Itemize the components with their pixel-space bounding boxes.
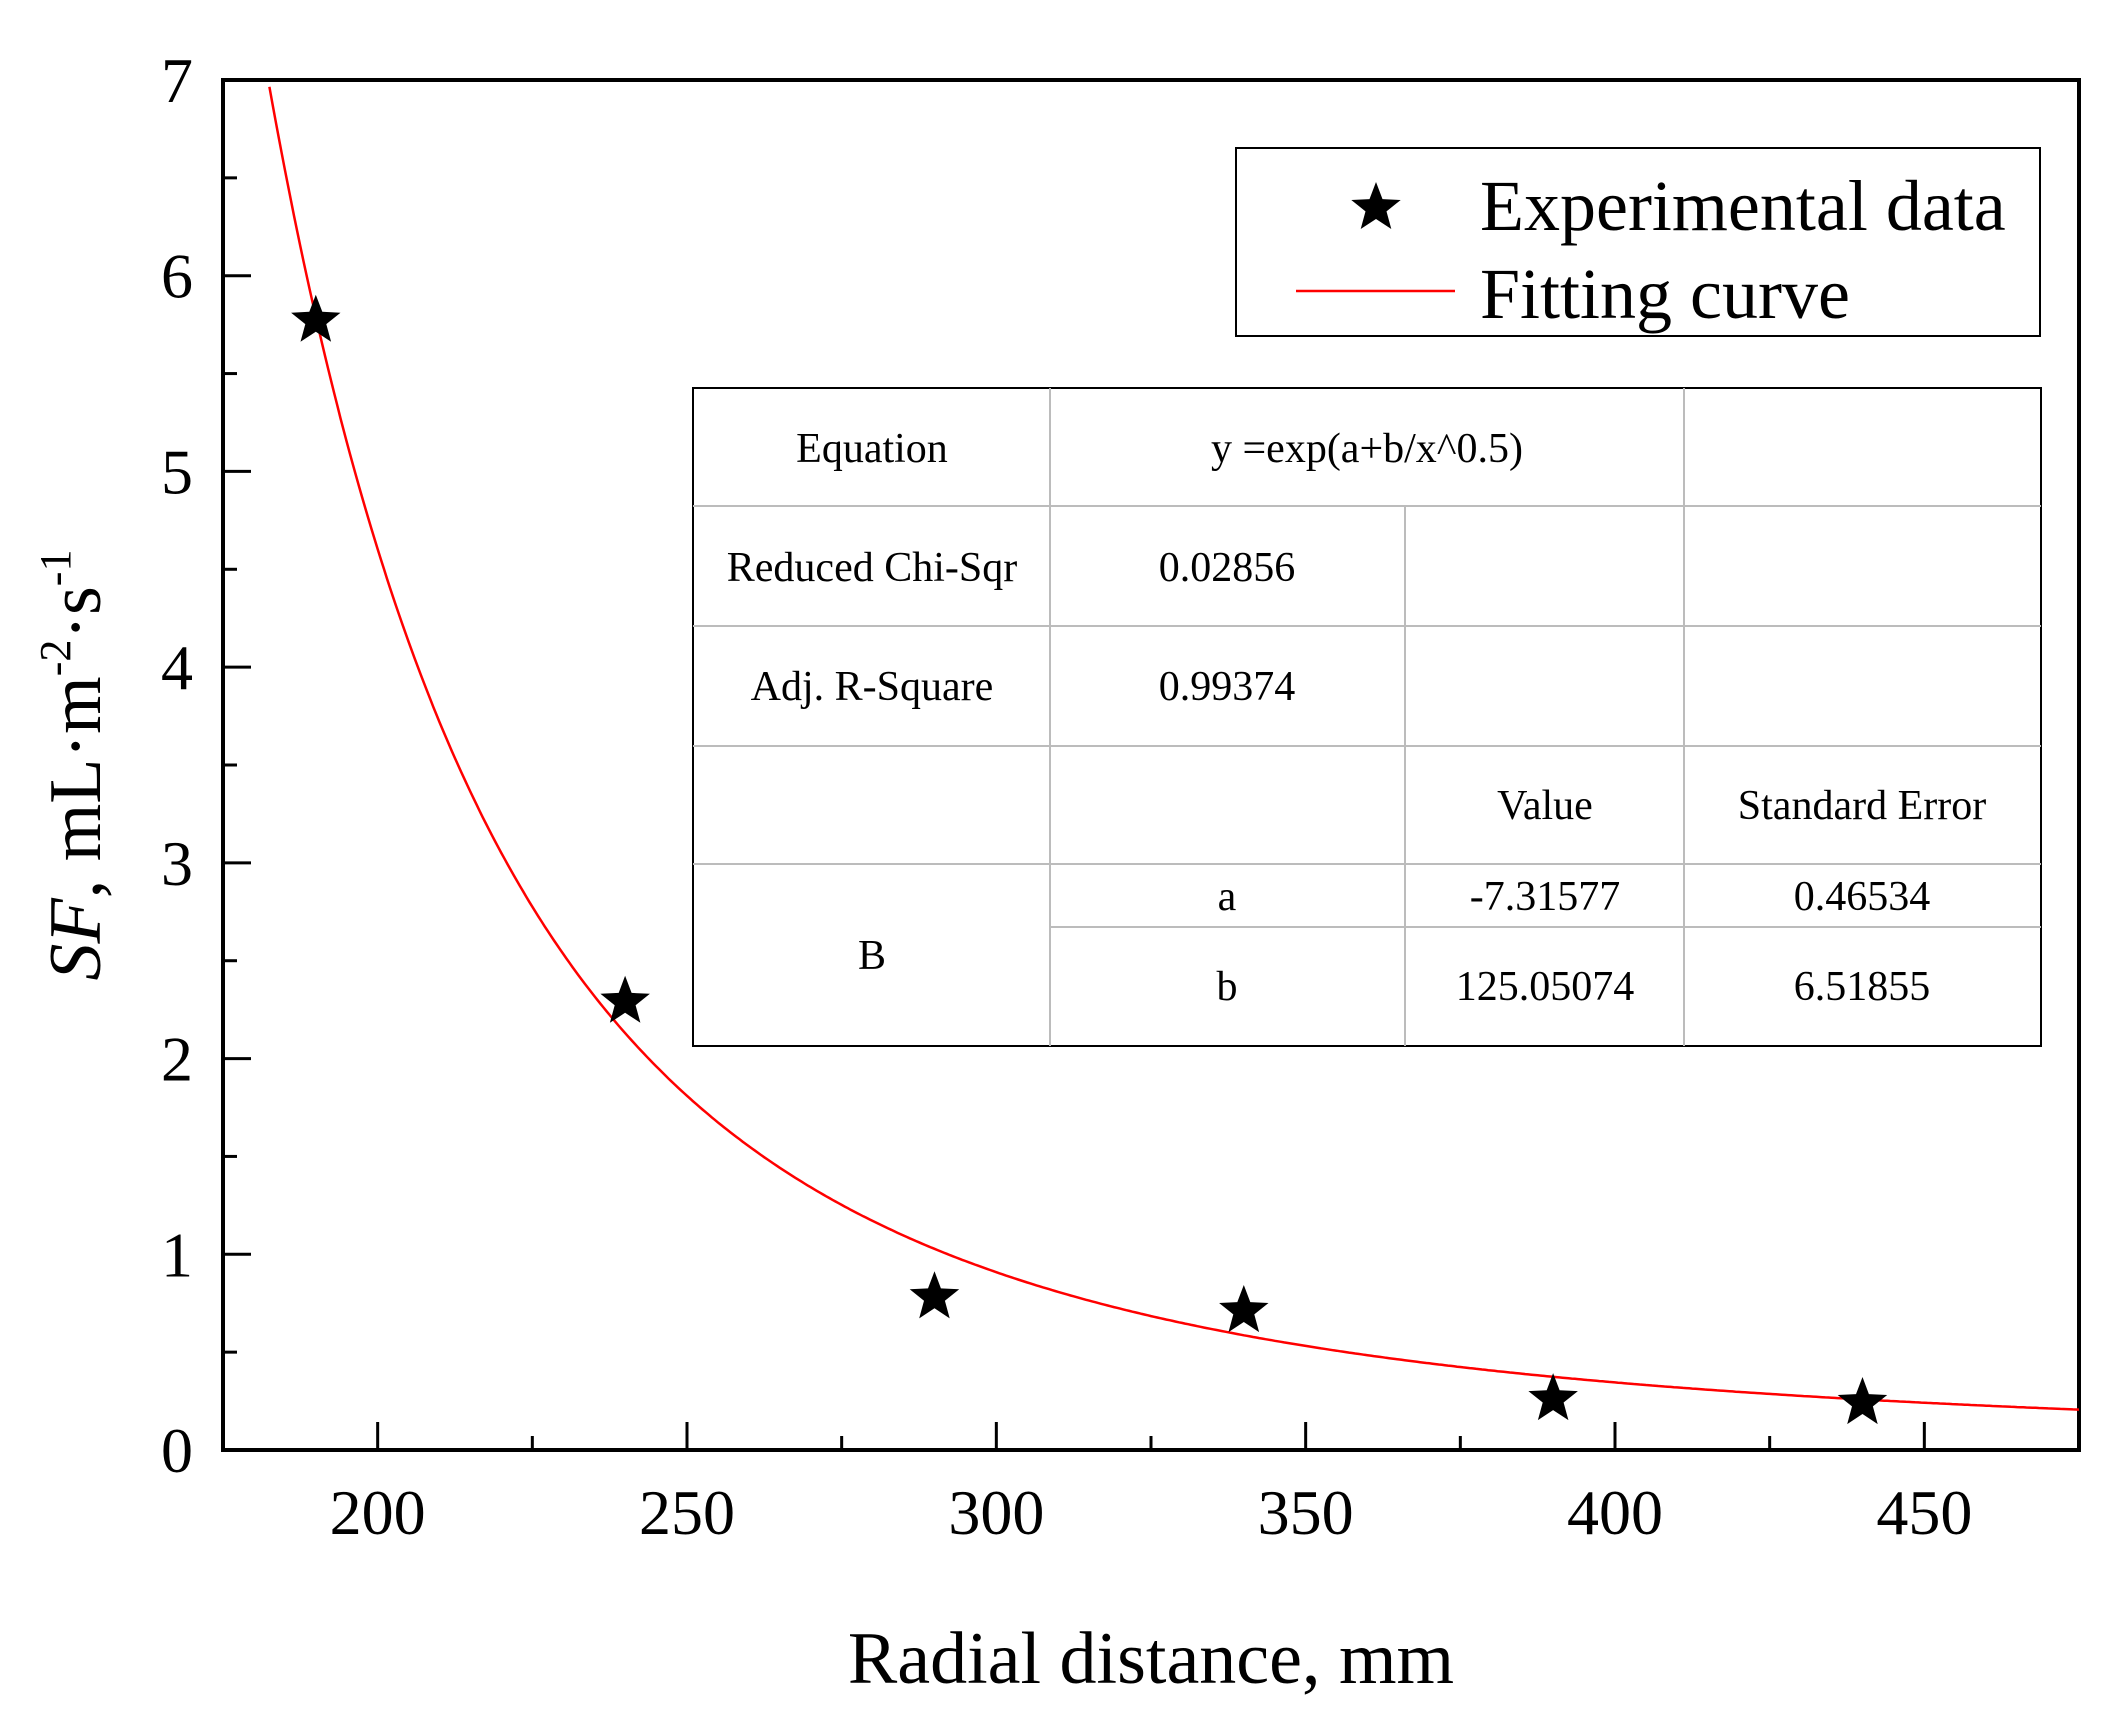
y-tick-label: 0 bbox=[161, 1415, 193, 1486]
data-point-star bbox=[291, 294, 341, 342]
legend-star-icon bbox=[1351, 182, 1401, 229]
x-axis-ticks: 200 250 300 350 400 450 bbox=[221, 1422, 2081, 1548]
y-tick-label: 2 bbox=[161, 1024, 193, 1095]
y-tick-label: 6 bbox=[161, 241, 193, 312]
table-chi-label: Reduced Chi-Sqr bbox=[727, 545, 1017, 591]
data-point-star bbox=[1528, 1373, 1578, 1421]
data-point-star bbox=[600, 975, 650, 1023]
fitting-curve-line bbox=[268, 86, 2080, 1411]
table-param-b-error: 6.51855 bbox=[1794, 964, 1931, 1010]
legend-box bbox=[1235, 147, 2041, 337]
data-point-star bbox=[1219, 1285, 1269, 1333]
x-tick-label: 250 bbox=[639, 1477, 735, 1548]
fit-table-frame bbox=[692, 387, 2042, 1047]
table-chi-value: 0.02856 bbox=[1159, 545, 1296, 591]
y-tick-label: 5 bbox=[161, 436, 193, 507]
y-axis-title-unit-mid: ·s bbox=[35, 586, 117, 639]
data-point-star bbox=[1837, 1377, 1888, 1425]
table-param-b: b bbox=[1217, 964, 1238, 1010]
table-equation-value: y =exp(a+b/x^0.5) bbox=[1211, 426, 1523, 472]
legend: Experimental data Fitting curve bbox=[1235, 147, 2041, 337]
table-param-a: a bbox=[1218, 874, 1237, 920]
y-axis-ticks: 0 1 2 3 4 5 6 7 bbox=[161, 45, 251, 1486]
x-tick-label: 400 bbox=[1567, 1477, 1663, 1548]
x-tick-label: 450 bbox=[1876, 1477, 1972, 1548]
x-tick-label: 200 bbox=[330, 1477, 426, 1548]
y-axis-title-exp1: -2 bbox=[31, 640, 80, 677]
table-r2-value: 0.99374 bbox=[1159, 664, 1296, 710]
table-param-b-value: 125.05074 bbox=[1456, 964, 1635, 1010]
y-axis-title-exp2: -1 bbox=[31, 550, 80, 587]
y-tick-label: 3 bbox=[161, 828, 193, 899]
table-value-header: Value bbox=[1497, 783, 1593, 829]
fit-table: Equation y =exp(a+b/x^0.5) Reduced Chi-S… bbox=[692, 387, 2042, 1047]
table-param-a-error: 0.46534 bbox=[1794, 874, 1931, 920]
legend-label-fitting: Fitting curve bbox=[1480, 254, 1850, 334]
y-axis-title-unit: , mL·m bbox=[35, 676, 117, 898]
svg-text:SF, mL·m-2·s-1: SF, mL·m-2·s-1 bbox=[31, 550, 117, 981]
y-axis-title-prefix: SF bbox=[35, 897, 117, 980]
y-tick-label: 4 bbox=[161, 632, 193, 703]
y-tick-label: 1 bbox=[161, 1219, 193, 1290]
y-axis-title: SF, mL·m-2·s-1 bbox=[31, 550, 117, 981]
table-r2-label: Adj. R-Square bbox=[751, 664, 994, 710]
x-tick-label: 300 bbox=[948, 1477, 1044, 1548]
x-tick-label: 350 bbox=[1258, 1477, 1354, 1548]
table-equation-label: Equation bbox=[796, 426, 948, 472]
y-tick-label: 7 bbox=[161, 45, 193, 116]
x-axis-title: Radial distance, mm bbox=[848, 1618, 1454, 1700]
table-param-a-value: -7.31577 bbox=[1470, 874, 1621, 920]
table-error-header: Standard Error bbox=[1738, 783, 1986, 829]
table-group-label: B bbox=[858, 933, 886, 979]
legend-label-experimental: Experimental data bbox=[1480, 166, 2006, 246]
experimental-data-markers bbox=[291, 294, 1888, 1425]
data-point-star bbox=[909, 1271, 960, 1319]
